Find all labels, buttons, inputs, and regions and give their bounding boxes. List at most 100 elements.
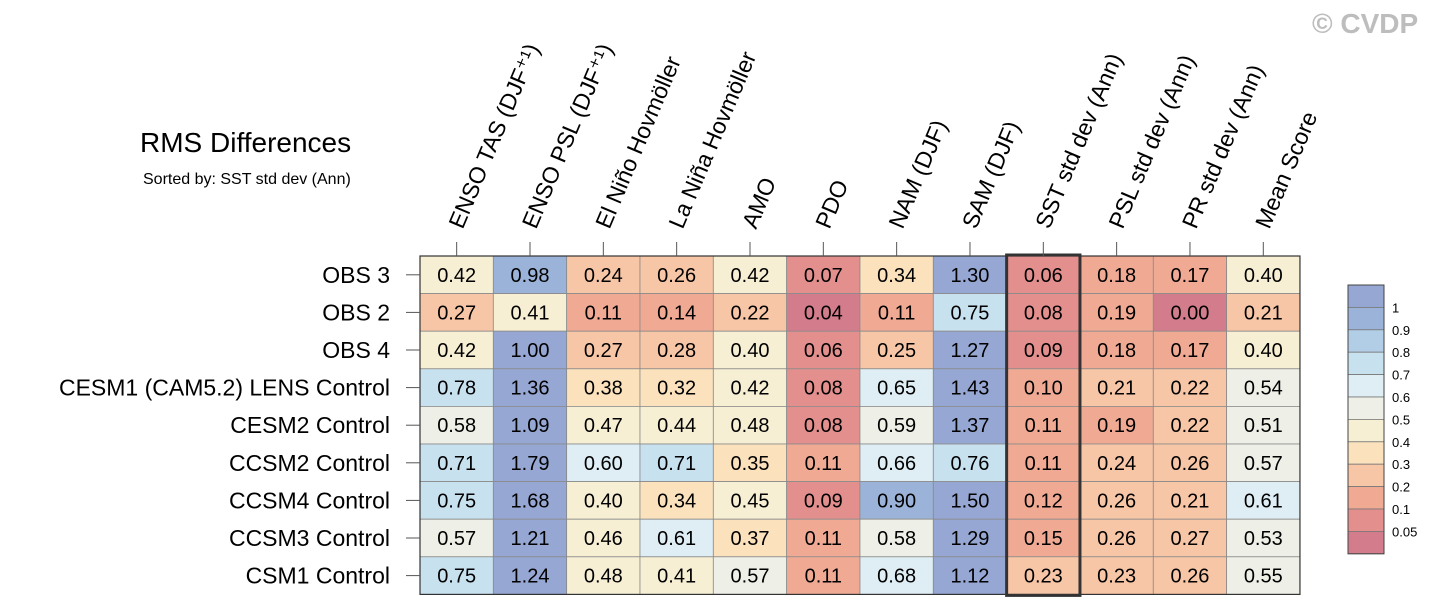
colorbar-swatch (1347, 531, 1385, 555)
cell-value-label: 0.22 (731, 302, 770, 324)
cell-value-label: 0.61 (657, 528, 696, 550)
cell-value-label: 1.37 (951, 415, 990, 437)
column-label: AMO (737, 174, 781, 232)
heatmap-cell (712, 368, 788, 407)
colorbar-label: 0.9 (1392, 323, 1410, 338)
cell-value-label: 0.07 (804, 265, 843, 287)
cell-value-label: 0.46 (584, 528, 623, 550)
cell-value-label: 1.12 (951, 566, 990, 588)
heatmap-cell (786, 368, 861, 407)
row-label: CCSM3 Control (229, 525, 390, 551)
cell-value-label: 0.24 (1097, 453, 1136, 475)
row-label: OBS 3 (322, 262, 390, 288)
heatmap-cell (1226, 330, 1301, 370)
heatmap-cell (566, 368, 641, 407)
cell-value-label: 0.34 (877, 265, 916, 287)
colorbar-label: 0.2 (1392, 480, 1410, 495)
cell-value-label: 0.57 (1244, 453, 1283, 475)
column-label: Mean Score (1250, 108, 1322, 232)
cell-value-label: 0.60 (584, 453, 623, 475)
colorbar: 0.05 0.1 0.2 0.3 0.4 0.5 0.6 0.7 0.8 0.9 1 (1347, 284, 1417, 555)
cell-value-label: 0.18 (1097, 340, 1136, 362)
cell-value-label: 0.08 (804, 378, 843, 400)
cell-value-label: 0.54 (1244, 378, 1283, 400)
heatmap-cell (1006, 293, 1081, 332)
heatmap-cell (786, 481, 861, 520)
cell-value-label: 0.65 (877, 378, 916, 400)
cell-value-label: 0.14 (657, 302, 696, 324)
colorbar-frame (1347, 284, 1385, 555)
heatmap-cell (1152, 405, 1228, 445)
heatmap-cell (566, 556, 641, 595)
cell-value-label: 0.00 (1170, 302, 1209, 324)
cell-value-label: 0.34 (657, 490, 696, 512)
cell-value-label: 0.23 (1097, 566, 1136, 588)
colorbar-swatch (1347, 463, 1385, 488)
cell-value-label: 0.25 (877, 340, 916, 362)
cell-value-label: 0.17 (1170, 265, 1209, 287)
heatmap-cell (786, 443, 861, 482)
cell-value-label: 0.17 (1170, 340, 1209, 362)
heatmap-cell (712, 293, 788, 332)
cell-value-label: 0.08 (804, 415, 843, 437)
cell-value-label: 0.21 (1097, 378, 1136, 400)
cell-value-label: 0.11 (878, 302, 915, 324)
cell-value-label: 0.48 (731, 415, 770, 437)
cell-value-label: 0.90 (877, 490, 916, 512)
cell-value-label: 0.42 (731, 265, 770, 287)
colorbar-swatch (1347, 508, 1385, 532)
column-label: SAM (DJF) (957, 117, 1025, 232)
cell-value-label: 0.19 (1097, 302, 1136, 324)
heatmap-cell (639, 481, 714, 520)
heatmap-cell (419, 293, 494, 332)
cell-value-label: 0.59 (877, 415, 916, 437)
cell-value-label: 0.40 (1244, 340, 1283, 362)
heatmap-cell (639, 405, 714, 445)
cell-value-label: 0.26 (1097, 528, 1136, 550)
cell-value-label: 1.09 (511, 415, 550, 437)
cell-value-label: 0.28 (657, 340, 696, 362)
heatmap-cell (566, 330, 641, 370)
colorbar-swatch (1347, 418, 1385, 443)
heatmap-cell (786, 330, 861, 370)
colorbar-label: 0.1 (1392, 502, 1410, 517)
cell-value-label: 0.40 (1244, 265, 1283, 287)
heatmap-cells: 0.42 0.98 0.24 0.26 0.42 0.07 0.34 1.30 0.06 0.18… (419, 255, 1301, 595)
heatmap-cell (712, 481, 788, 520)
cell-value-label: 1.24 (511, 566, 550, 588)
heatmap-cell (1006, 518, 1081, 558)
heatmap-cell (786, 293, 861, 332)
cell-value-label: 0.26 (1170, 453, 1209, 475)
cell-value-label: 0.75 (437, 490, 476, 512)
cell-value-label: 0.26 (1097, 490, 1136, 512)
column-label: NAM (DJF) (883, 116, 952, 232)
column-labels: ENSO TAS (DJF⁺¹)ENSO PSL (DJF⁺¹)El Niño … (443, 40, 1322, 256)
cell-value-label: 1.50 (951, 490, 990, 512)
column-label: PR std dev (Ann) (1177, 61, 1269, 232)
heatmap-cell (1226, 255, 1301, 294)
cell-value-label: 0.11 (1025, 415, 1062, 437)
cell-value-label: 0.42 (731, 378, 770, 400)
cell-value-label: 0.23 (1024, 566, 1063, 588)
cell-value-label: 0.48 (584, 566, 623, 588)
row-label: CESM2 Control (230, 412, 390, 438)
cell-value-label: 0.21 (1170, 490, 1209, 512)
heatmap-cell (1226, 481, 1301, 520)
cell-value-label: 1.27 (951, 340, 990, 362)
cell-value-label: 0.66 (877, 453, 916, 475)
cell-value-label: 0.68 (877, 566, 916, 588)
cell-value-label: 0.75 (951, 302, 990, 324)
colorbar-swatch (1347, 351, 1385, 376)
colorbar-swatch (1347, 284, 1385, 308)
heatmap-cell (639, 443, 714, 482)
heatmap-cell (1079, 330, 1154, 370)
cell-value-label: 0.11 (585, 302, 622, 324)
colorbar-label: 1 (1392, 300, 1399, 315)
colorbar-label: 0.3 (1392, 457, 1410, 472)
heatmap-cell (712, 405, 788, 445)
cell-value-label: 0.19 (1097, 415, 1136, 437)
cell-value-label: 0.26 (657, 265, 696, 287)
heatmap-cell (419, 556, 494, 595)
heatmap-cell (419, 443, 494, 482)
cell-value-label: 0.06 (804, 340, 843, 362)
